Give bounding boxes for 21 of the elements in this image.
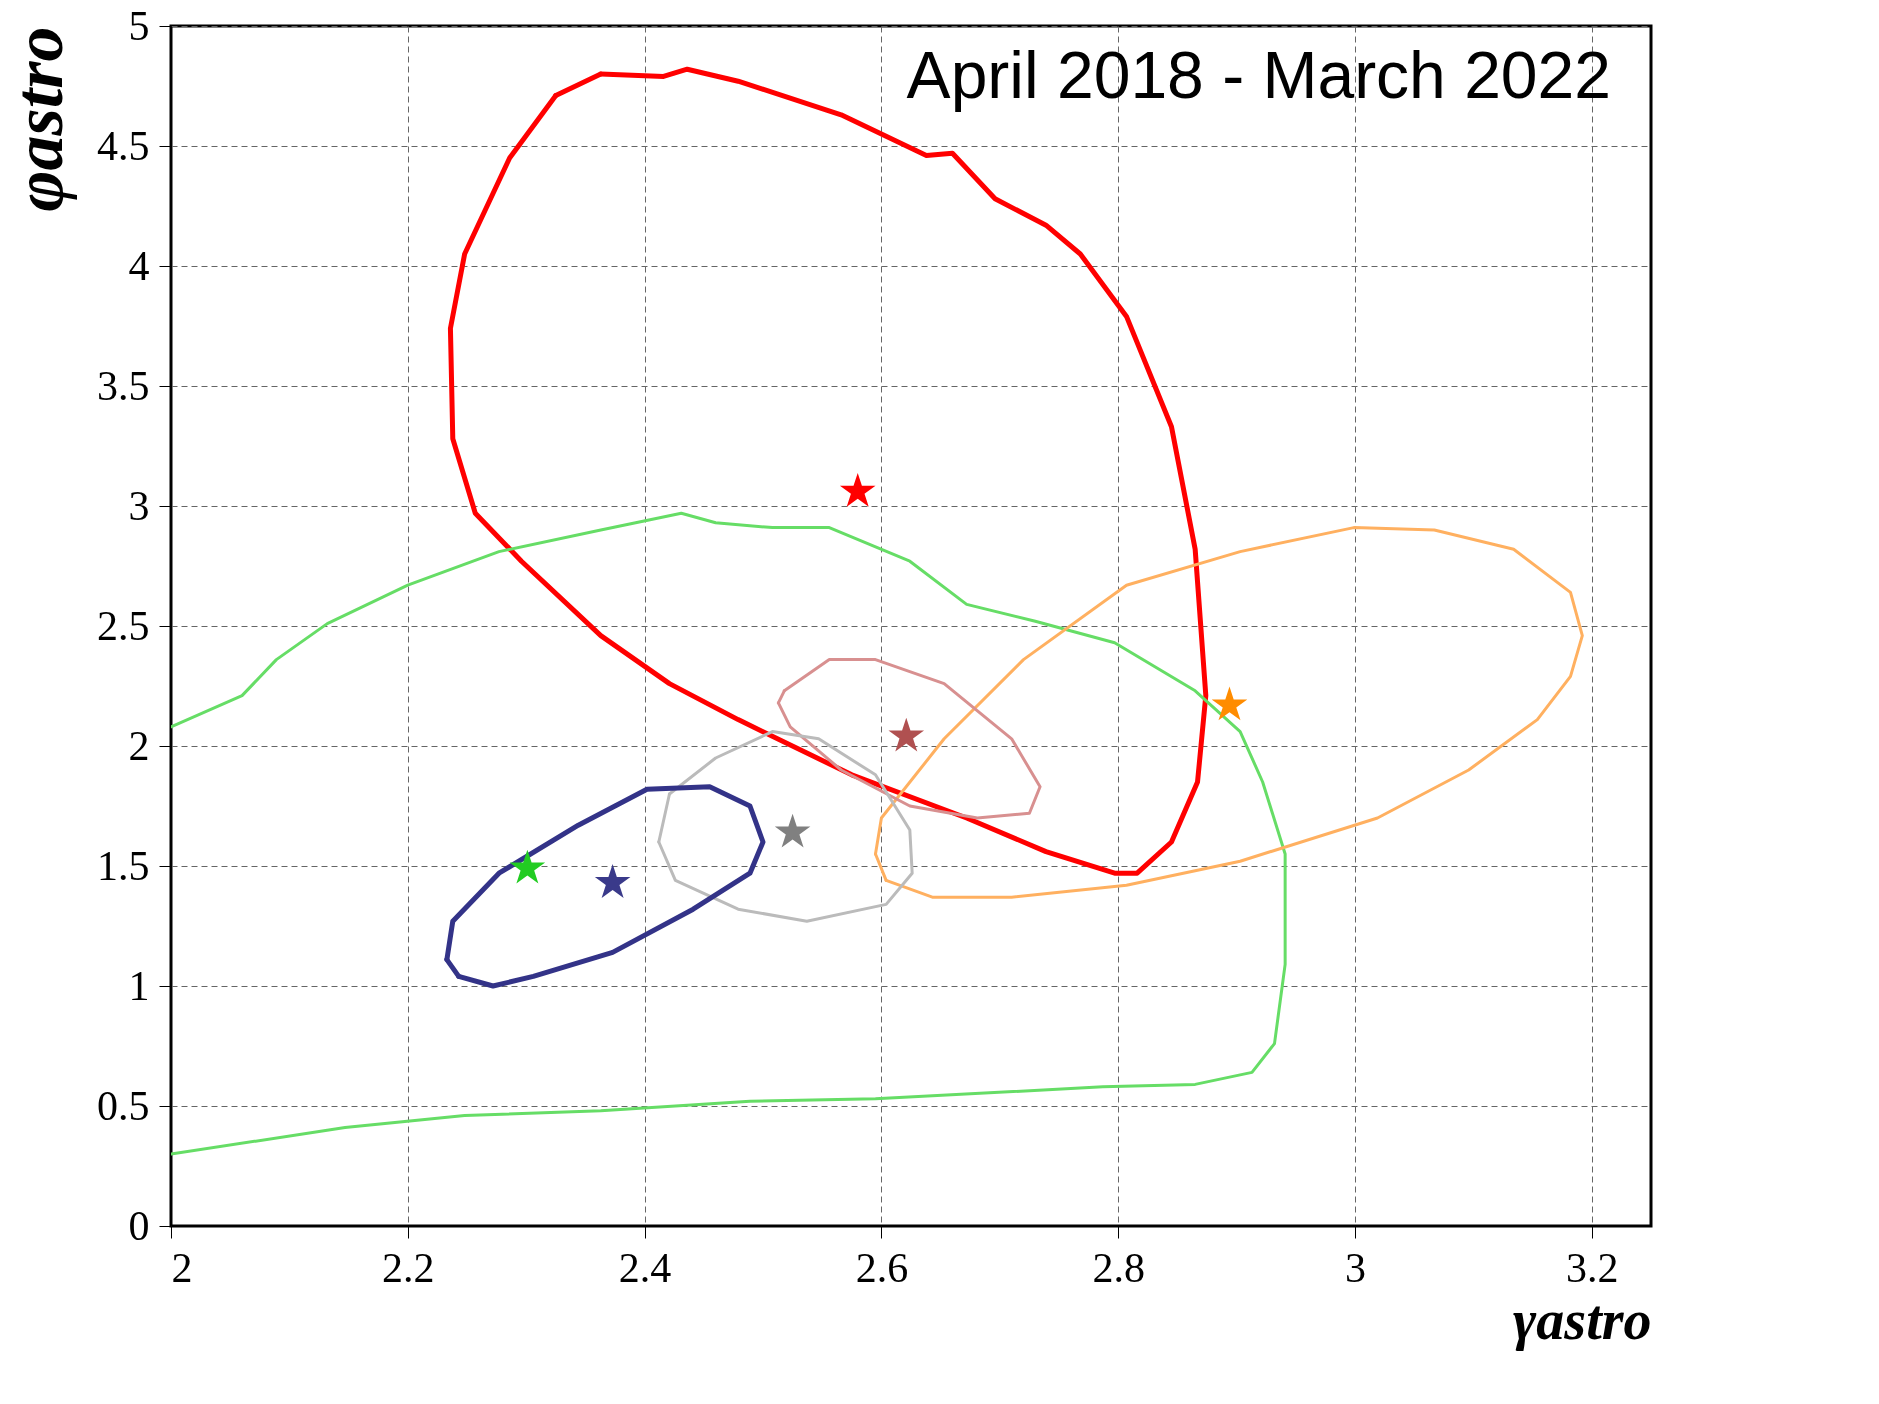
- y-tick-label: 2: [128, 722, 150, 769]
- y-tick-label: 2.5: [97, 602, 150, 649]
- y-axis-title: φastro: [0, 26, 77, 212]
- x-tick-label: 3: [1345, 1244, 1366, 1291]
- y-tick-label: 0.5: [97, 1082, 150, 1129]
- x-tick-label: 2.2: [382, 1244, 435, 1291]
- y-tick-label: 4: [128, 242, 150, 289]
- x-axis-title: γastro: [1513, 1288, 1652, 1351]
- y-tick-label: 0: [128, 1202, 150, 1249]
- y-tick-label: 5: [128, 2, 150, 49]
- x-tick-label: 3.2: [1566, 1244, 1619, 1291]
- x-tick-label: 2.6: [855, 1244, 909, 1291]
- annotation: April 2018 - March 2022: [906, 38, 1611, 112]
- x-tick-label: 2: [171, 1244, 193, 1291]
- y-tick-label: 1: [128, 962, 150, 1009]
- y-tick-label: 4.5: [97, 122, 150, 169]
- x-tick-label: 2.8: [1092, 1244, 1145, 1291]
- y-tick-label: 3: [128, 482, 150, 529]
- y-tick-label: 1.5: [97, 842, 150, 889]
- y-tick-label: 3.5: [97, 362, 150, 409]
- x-tick-label: 2.4: [618, 1244, 672, 1291]
